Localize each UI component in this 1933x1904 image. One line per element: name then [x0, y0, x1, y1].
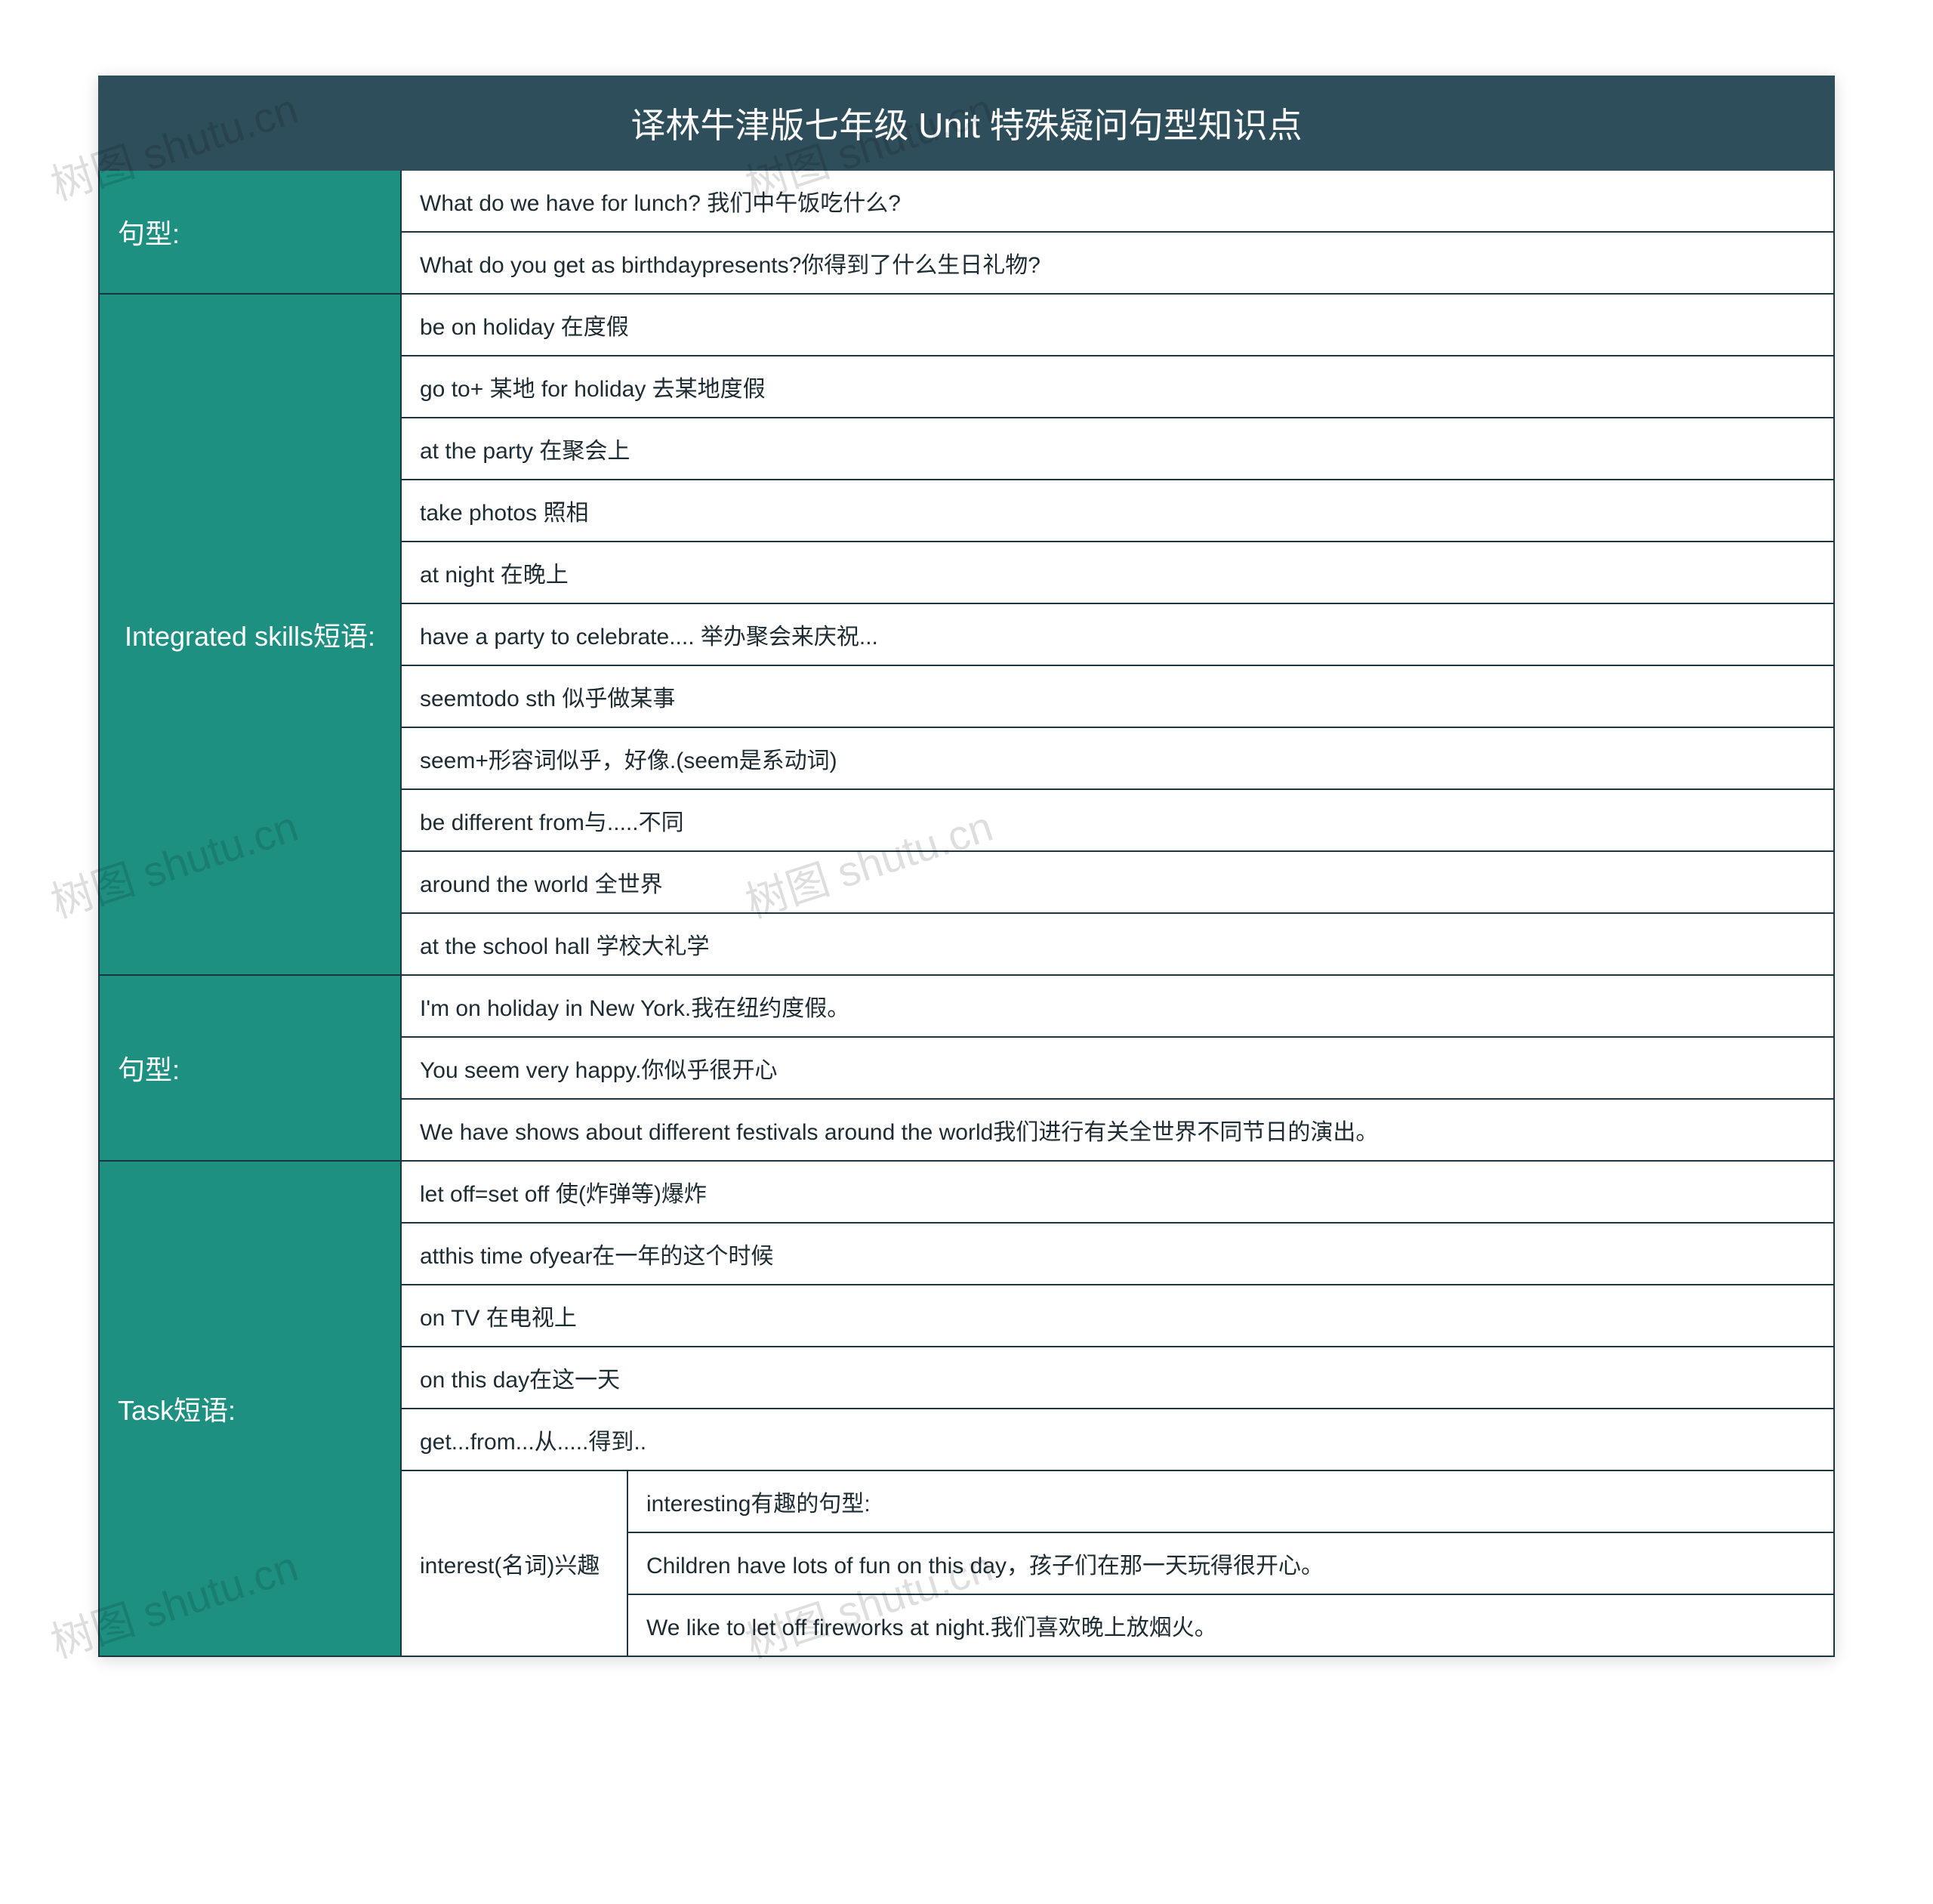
- content-cell: let off=set off 使(炸弹等)爆炸: [401, 1161, 1834, 1223]
- content-cell: at the school hall 学校大礼学: [401, 913, 1834, 975]
- content-cell: We like to let off fireworks at night.我们…: [627, 1594, 1834, 1656]
- table-row: Task短语: let off=set off 使(炸弹等)爆炸: [99, 1161, 1834, 1223]
- content-cell: What do we have for lunch? 我们中午饭吃什么?: [401, 170, 1834, 232]
- section-label: Integrated skills短语:: [99, 294, 401, 975]
- content-cell: I'm on holiday in New York.我在纽约度假。: [401, 975, 1834, 1037]
- content-cell: interesting有趣的句型:: [627, 1470, 1834, 1532]
- table-row: 句型: I'm on holiday in New York.我在纽约度假。: [99, 975, 1834, 1037]
- content-cell: on TV 在电视上: [401, 1285, 1834, 1347]
- content-cell: at the party 在聚会上: [401, 418, 1834, 480]
- content-cell: seemtodo sth 似乎做某事: [401, 665, 1834, 727]
- content-cell: seem+形容词似乎，好像.(seem是系动词): [401, 727, 1834, 789]
- content-cell: atthis time ofyear在一年的这个时候: [401, 1223, 1834, 1285]
- table-row: Integrated skills短语: be on holiday 在度假: [99, 294, 1834, 356]
- section-label: 句型:: [99, 975, 401, 1161]
- nested-label: interest(名词)兴趣: [401, 1470, 627, 1656]
- content-cell: get...from...从.....得到..: [401, 1409, 1834, 1470]
- content-cell: What do you get as birthdaypresents?你得到了…: [401, 232, 1834, 294]
- section-label: 句型:: [99, 170, 401, 294]
- table-row: 句型: What do we have for lunch? 我们中午饭吃什么?: [99, 170, 1834, 232]
- content-cell: take photos 照相: [401, 480, 1834, 542]
- content-cell: Children have lots of fun on this day，孩子…: [627, 1532, 1834, 1594]
- content-cell: You seem very happy.你似乎很开心: [401, 1037, 1834, 1099]
- content-cell: on this day在这一天: [401, 1347, 1834, 1409]
- content-cell: be different from与.....不同: [401, 789, 1834, 851]
- content-cell: at night 在晚上: [401, 542, 1834, 603]
- content-cell: around the world 全世界: [401, 851, 1834, 913]
- content-cell: have a party to celebrate.... 举办聚会来庆祝...: [401, 603, 1834, 665]
- header-row: 译林牛津版七年级 Unit 特殊疑问句型知识点: [99, 76, 1834, 170]
- knowledge-table: 译林牛津版七年级 Unit 特殊疑问句型知识点 句型: What do we h…: [98, 76, 1835, 1657]
- table-title: 译林牛津版七年级 Unit 特殊疑问句型知识点: [99, 76, 1834, 170]
- content-cell: go to+ 某地 for holiday 去某地度假: [401, 356, 1834, 418]
- content-cell: We have shows about different festivals …: [401, 1099, 1834, 1161]
- content-cell: be on holiday 在度假: [401, 294, 1834, 356]
- section-label: Task短语:: [99, 1161, 401, 1656]
